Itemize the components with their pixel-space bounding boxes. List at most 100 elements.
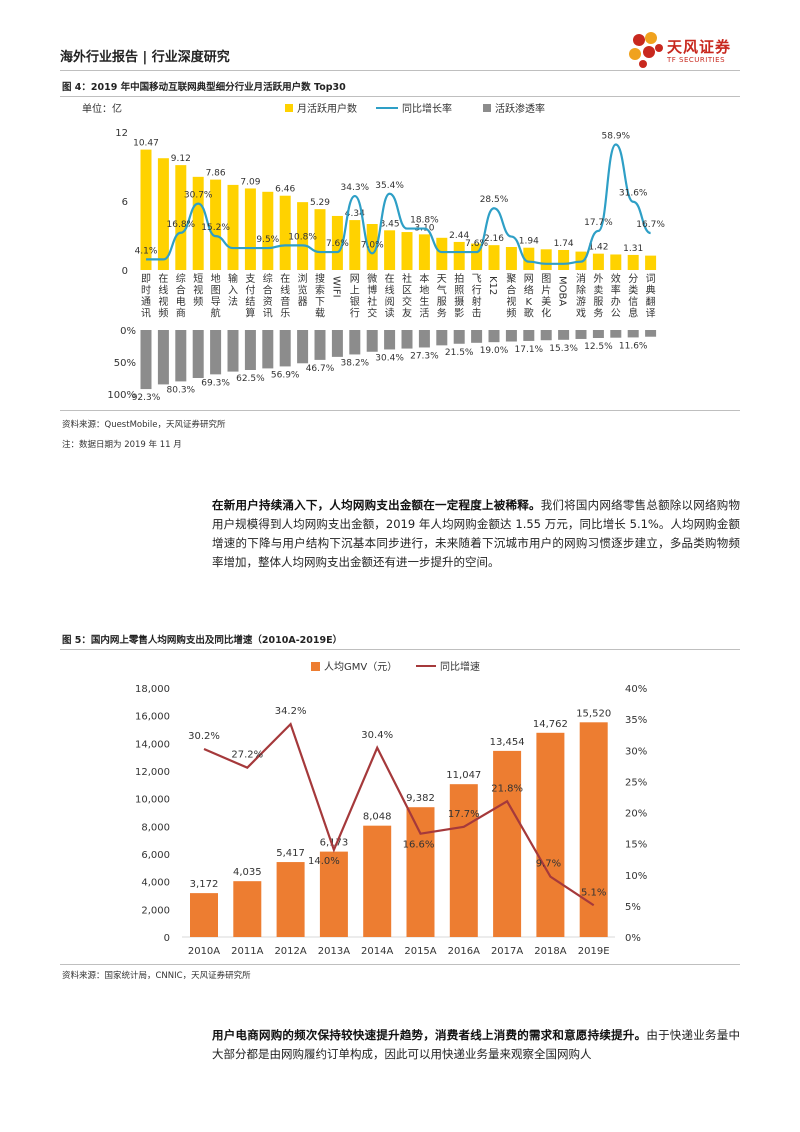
category-label: 本地生活 bbox=[419, 272, 429, 320]
category-label: 聚合视频 bbox=[506, 273, 516, 320]
penetration-bar bbox=[540, 330, 552, 341]
mau-bar bbox=[349, 220, 361, 270]
penetration-bar bbox=[505, 330, 517, 342]
mau-value-label: 1.42 bbox=[588, 243, 608, 253]
x-tick-label: 2011A bbox=[231, 946, 263, 957]
mau-bar bbox=[592, 253, 604, 270]
growth-value-label: 16.7% bbox=[636, 220, 665, 230]
gmv-bar bbox=[319, 851, 348, 937]
penetration-value-label: 80.3% bbox=[167, 385, 196, 395]
growth-value-label: 7.0% bbox=[361, 240, 384, 250]
mau-bar bbox=[331, 215, 343, 270]
figure5-chart: 人均GMV（元） 同比增速 0 2,000 4,000 6,000 8,000 10,000 1… bbox=[135, 660, 647, 957]
growth-value-label: 7.6% bbox=[465, 239, 488, 249]
growth-value-label: 16.8% bbox=[167, 220, 196, 230]
y-tick-label: 14,000 bbox=[135, 739, 170, 750]
legend-label-growth: 同比增速 bbox=[440, 660, 480, 673]
figure5-bottom-rule bbox=[60, 964, 740, 965]
category-label: 网上银行 bbox=[350, 273, 360, 320]
gmv-value-label: 3,172 bbox=[190, 879, 219, 890]
penetration-value-label: 15.3% bbox=[549, 344, 578, 354]
gmv-value-label: 8,048 bbox=[363, 812, 392, 823]
category-label: 图片美化 bbox=[541, 273, 551, 320]
category-label: 短视频 bbox=[193, 272, 203, 308]
y2-tick-label: 25% bbox=[625, 777, 647, 788]
figure4-unit: 单位：亿 bbox=[82, 102, 122, 115]
penetration-bar bbox=[314, 330, 326, 360]
mau-bar bbox=[453, 241, 465, 270]
penetration-value-label: 30.4% bbox=[375, 353, 404, 363]
y-tick-label: 4,000 bbox=[141, 878, 170, 889]
gmv-bar bbox=[579, 722, 608, 937]
penetration-value-label: 21.5% bbox=[445, 348, 474, 358]
penetration-bar bbox=[488, 330, 500, 343]
growth-value-label: 28.5% bbox=[480, 195, 509, 205]
mau-bar bbox=[505, 247, 517, 270]
mau-bar bbox=[523, 247, 535, 270]
gmv-value-label: 5,417 bbox=[276, 848, 305, 859]
mau-value-label: 1.94 bbox=[519, 237, 539, 247]
penetration-bar bbox=[575, 330, 587, 339]
gmv-value-label: 13,454 bbox=[490, 737, 525, 748]
category-label: 天气服务 bbox=[437, 274, 447, 320]
legend-swatch-mau bbox=[285, 104, 293, 112]
category-label: 网络 K 歌 bbox=[524, 273, 534, 320]
y-tick-label: 12,000 bbox=[135, 767, 170, 778]
figure5-source: 资料来源：国家统计局，CNNIC，天风证券研究所 bbox=[62, 971, 251, 981]
figure4-title: 图 4：2019 年中国移动互联网典型细分行业月活跃用户数 Top30 bbox=[62, 82, 346, 93]
y-neg-tick-label: 0% bbox=[120, 326, 136, 337]
gmv-bar bbox=[406, 807, 435, 937]
paragraph-1-lead: 在新用户持续涌入下，人均网购支出金额在一定程度上被稀释。 bbox=[212, 498, 541, 512]
mau-value-label: 2.16 bbox=[484, 234, 504, 244]
mau-bar bbox=[244, 188, 256, 270]
penetration-value-label: 17.1% bbox=[515, 345, 544, 355]
growth-value-label: 18.8% bbox=[410, 216, 439, 226]
y-tick-label: 6,000 bbox=[141, 850, 170, 861]
y-neg-tick-label: 100% bbox=[107, 390, 136, 401]
y-tick-label: 2,000 bbox=[141, 905, 170, 916]
penetration-bar bbox=[262, 330, 274, 369]
penetration-bar bbox=[384, 330, 396, 350]
mau-bar bbox=[645, 255, 657, 270]
penetration-bar bbox=[471, 330, 483, 343]
growth-value-label: 17.7% bbox=[448, 809, 480, 820]
legend-label-1: 同比增长率 bbox=[402, 102, 452, 115]
mau-bar bbox=[175, 165, 187, 270]
mau-value-label: 3.45 bbox=[380, 219, 400, 229]
y2-tick-label: 10% bbox=[625, 871, 647, 882]
category-label: 拍照摄影 bbox=[454, 272, 464, 320]
penetration-value-label: 27.3% bbox=[410, 351, 439, 361]
category-label: 外卖服务 bbox=[593, 273, 603, 320]
logo-name-cn: 天风证券 bbox=[667, 38, 732, 56]
penetration-value-label: 62.5% bbox=[236, 374, 265, 384]
penetration-bar bbox=[610, 330, 622, 338]
y-tick-label: 18,000 bbox=[135, 684, 170, 695]
mau-bar bbox=[418, 234, 430, 270]
mau-bar bbox=[610, 254, 622, 270]
y2-tick-label: 20% bbox=[625, 809, 647, 820]
gmv-value-label: 9,382 bbox=[406, 793, 435, 804]
category-label: 在线音乐 bbox=[280, 273, 290, 320]
y-tick-label: 0 bbox=[164, 933, 170, 944]
gmv-value-label: 4,035 bbox=[233, 867, 262, 878]
penetration-bar bbox=[558, 330, 570, 340]
penetration-value-label: 46.7% bbox=[306, 364, 335, 374]
penetration-bar bbox=[366, 330, 378, 352]
paragraph-2-body: 由于快递业务量中大部分都是由网购履约订单构成，因此可以用快递业务量来观察全国网购… bbox=[212, 1028, 740, 1061]
y-tick-label: 8,000 bbox=[141, 822, 170, 833]
gmv-bar bbox=[536, 732, 565, 937]
figure5-top-rule bbox=[60, 649, 740, 650]
growth-value-label: 30.7% bbox=[184, 191, 213, 201]
y2-tick-label: 5% bbox=[625, 902, 641, 913]
figure4-note: 注：数据日期为 2019 年 11 月 bbox=[62, 440, 182, 450]
mau-bar bbox=[401, 232, 413, 270]
growth-value-label: 5.1% bbox=[581, 887, 606, 898]
x-tick-label: 2019E bbox=[578, 946, 610, 957]
x-tick-label: 2018A bbox=[534, 946, 566, 957]
x-tick-label: 2016A bbox=[448, 946, 480, 957]
mau-value-label: 2.44 bbox=[449, 231, 469, 241]
legend-label-gmv: 人均GMV（元） bbox=[324, 661, 397, 673]
mau-bar bbox=[227, 184, 239, 270]
x-tick-label: 2012A bbox=[274, 946, 306, 957]
mau-bar bbox=[157, 158, 169, 270]
